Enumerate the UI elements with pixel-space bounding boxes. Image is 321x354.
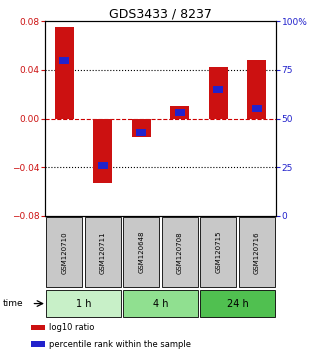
Bar [239,217,275,287]
Title: GDS3433 / 8237: GDS3433 / 8237 [109,7,212,20]
Text: 24 h: 24 h [227,298,248,309]
Bar [252,105,262,112]
Bar [85,217,121,287]
Bar [162,217,198,287]
Bar [46,217,82,287]
Bar [46,290,121,317]
Bar [247,60,266,119]
Text: percentile rank within the sample: percentile rank within the sample [49,339,191,349]
Bar [123,217,159,287]
Text: GSM120715: GSM120715 [215,231,221,274]
Text: GSM120711: GSM120711 [100,231,106,274]
Bar [31,325,45,330]
Bar [55,27,74,119]
Bar [93,119,112,183]
Text: 1 h: 1 h [76,298,91,309]
Bar [175,109,185,116]
Text: log10 ratio: log10 ratio [49,323,94,332]
Bar [31,341,45,347]
Bar [132,119,151,137]
Bar [59,57,69,64]
Text: 4 h: 4 h [153,298,168,309]
Bar [213,86,223,93]
Text: GSM120710: GSM120710 [61,231,67,274]
Bar [136,129,146,136]
Text: GSM120716: GSM120716 [254,231,260,274]
Bar [209,68,228,119]
Bar [200,217,236,287]
Bar [200,290,275,317]
Text: time: time [3,299,24,308]
Bar [98,162,108,169]
Text: GSM120708: GSM120708 [177,231,183,274]
Bar [170,107,189,119]
Text: GSM120648: GSM120648 [138,231,144,274]
Bar [123,290,198,317]
